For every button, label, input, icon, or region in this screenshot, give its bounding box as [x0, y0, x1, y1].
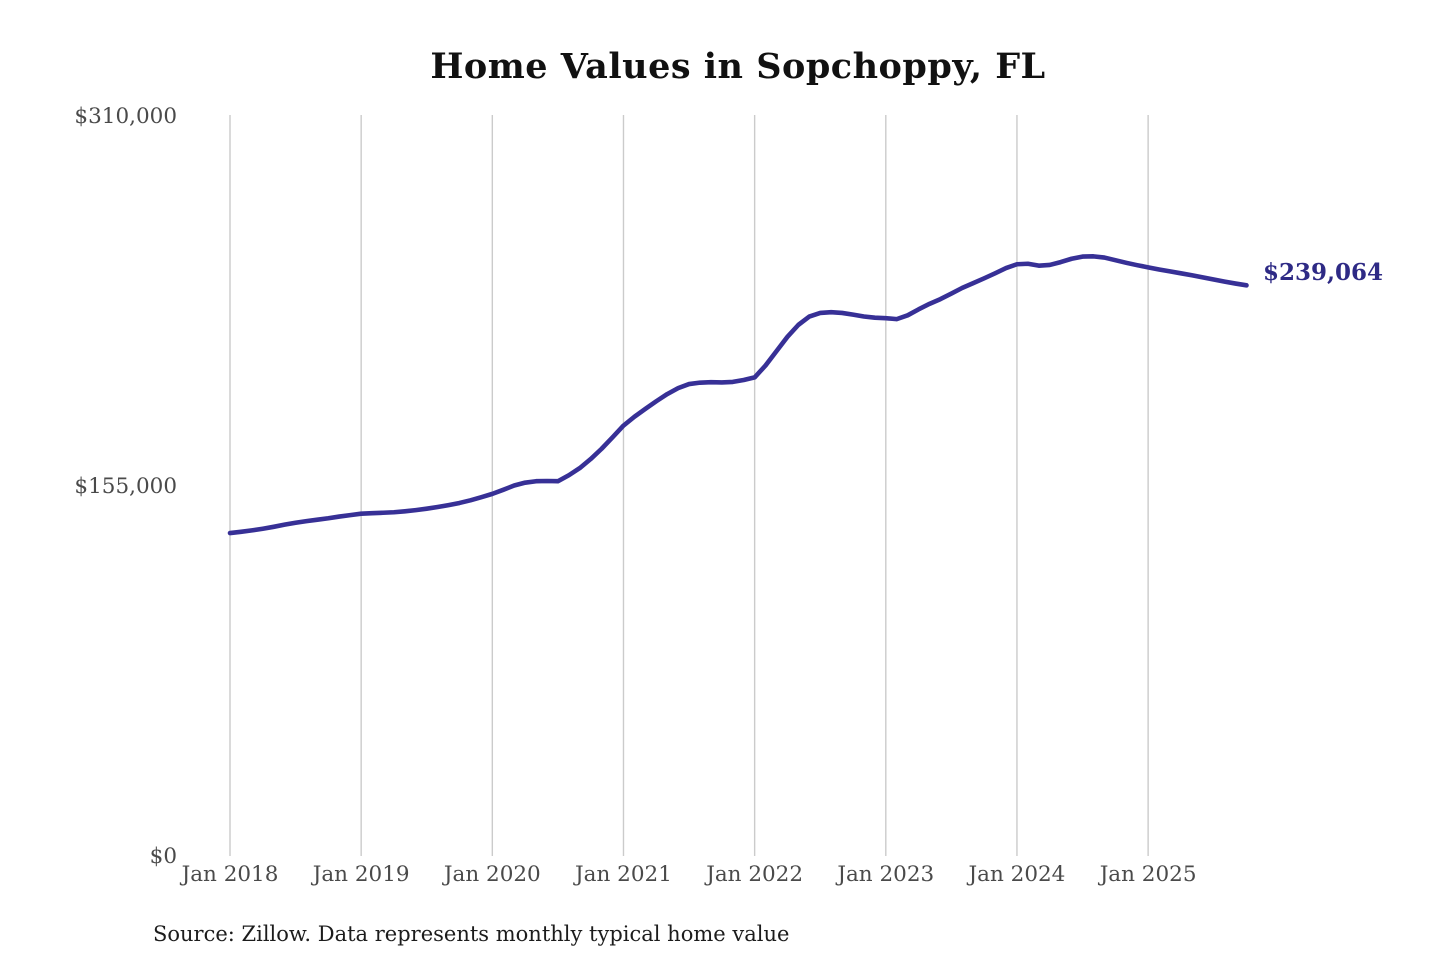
- x-tick-label: Jan 2024: [967, 862, 1066, 887]
- x-tick-label: Jan 2025: [1098, 862, 1197, 887]
- home-value-line: [227, 254, 1249, 536]
- y-tick-label: $0: [150, 844, 177, 869]
- x-tick-label: Jan 2021: [573, 862, 672, 887]
- y-tick-label: $310,000: [74, 104, 177, 129]
- x-tick-label: Jan 2019: [311, 862, 410, 887]
- x-tick-label: Jan 2022: [704, 862, 803, 887]
- latest-value-label: $239,064: [1263, 259, 1384, 286]
- y-tick-label: $155,000: [74, 474, 177, 499]
- x-tick-label: Jan 2020: [442, 862, 541, 887]
- chart-title: Home Values in Sopchoppy, FL: [430, 46, 1046, 87]
- x-tick-label: Jan 2023: [835, 862, 934, 887]
- source-note: Source: Zillow. Data represents monthly …: [153, 922, 790, 946]
- x-tick-label: Jan 2018: [180, 862, 279, 887]
